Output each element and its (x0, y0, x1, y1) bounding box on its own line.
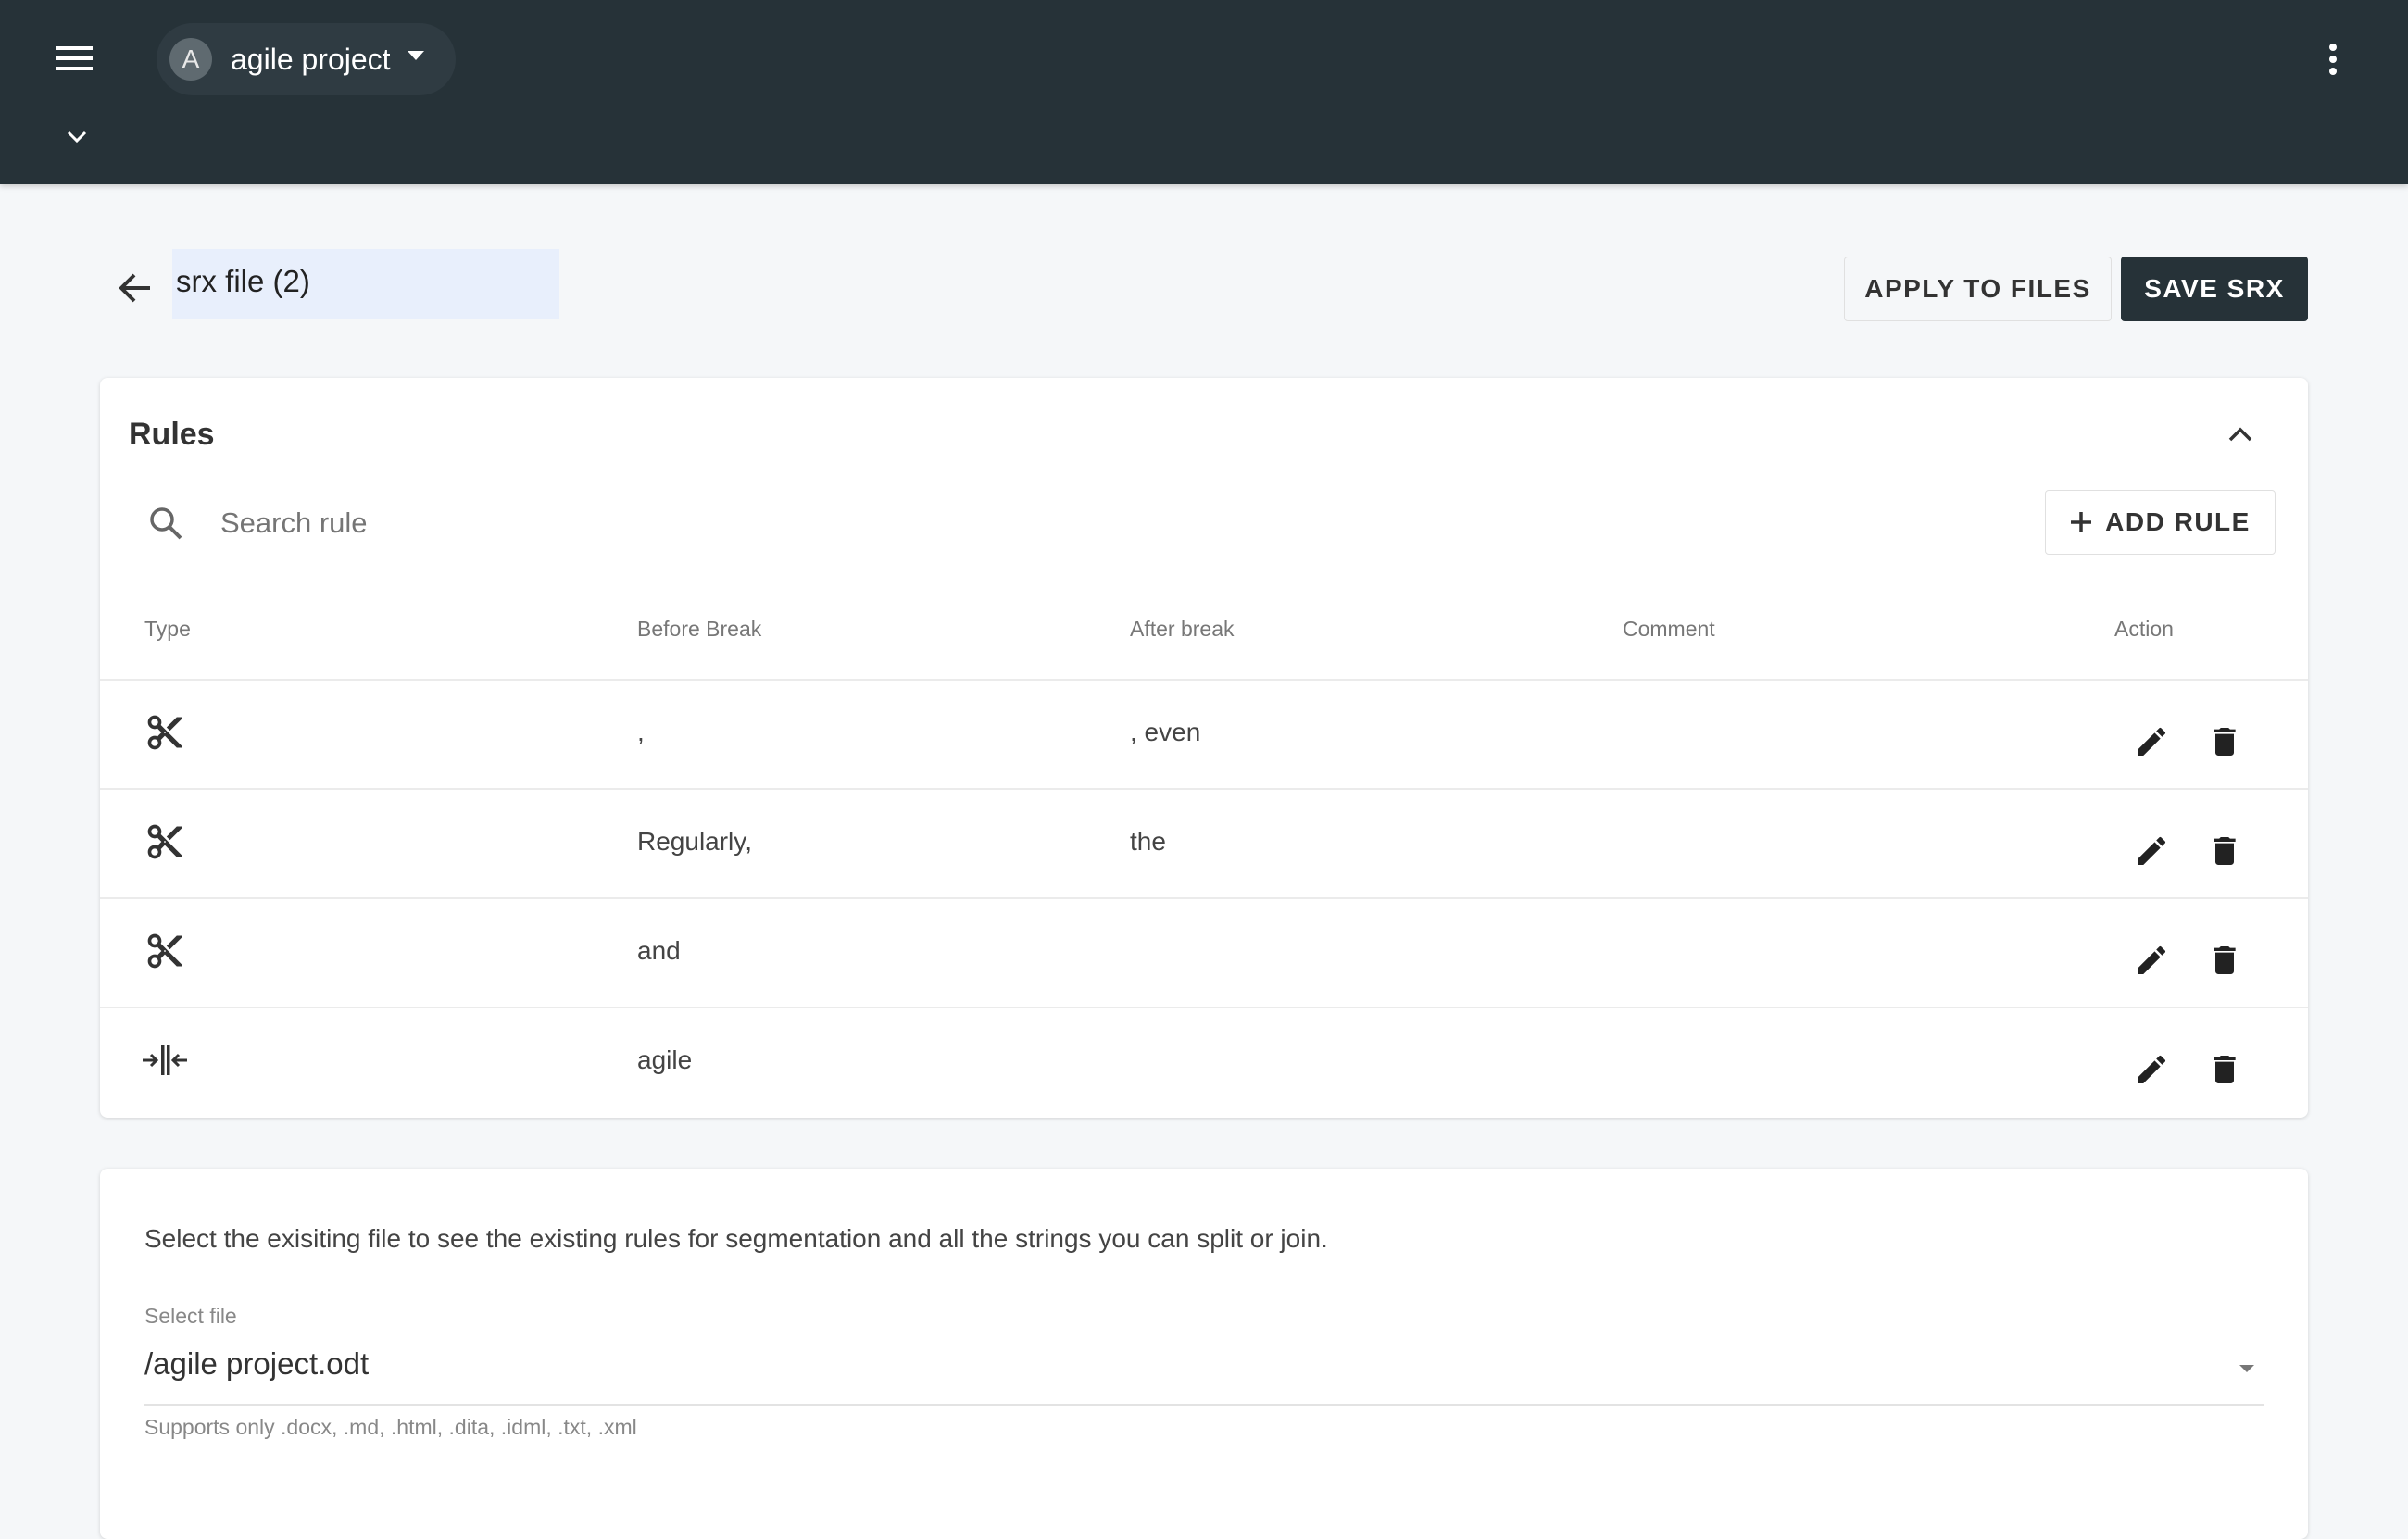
column-header-type: Type (144, 617, 191, 641)
rules-card: Rules ADD RULE Type Before Break After b… (100, 378, 2308, 1118)
edit-icon[interactable] (2133, 832, 2170, 874)
project-name: agile project (231, 42, 391, 76)
column-header-action: Action (2114, 617, 2174, 641)
column-header-after: After break (1130, 617, 1235, 641)
file-select-card: Select the exisiting file to see the exi… (100, 1169, 2308, 1539)
top-app-bar: A agile project (0, 0, 2408, 184)
file-description: Select the exisiting file to see the exi… (144, 1224, 1328, 1253)
delete-icon[interactable] (2206, 832, 2243, 874)
rule-row: Regularly, the (100, 788, 2308, 897)
menu-icon[interactable] (56, 44, 93, 72)
add-rule-button[interactable]: ADD RULE (2045, 490, 2276, 555)
select-file-value: /agile project.odt (144, 1346, 370, 1381)
join-icon (141, 1040, 189, 1085)
scissors-icon (144, 931, 185, 976)
back-arrow-icon[interactable] (119, 272, 152, 304)
select-file-label: Select file (144, 1304, 237, 1328)
rules-title: Rules (129, 417, 215, 452)
rule-row: and (100, 897, 2308, 1007)
rule-row: agile (100, 1007, 2308, 1116)
delete-icon[interactable] (2206, 1051, 2243, 1093)
delete-icon[interactable] (2206, 723, 2243, 765)
chevron-down-icon[interactable] (67, 130, 87, 144)
file-helper-text: Supports only .docx, .md, .html, .dita, … (144, 1415, 637, 1439)
add-rule-label: ADD RULE (2105, 507, 2251, 536)
column-header-before: Before Break (637, 617, 762, 641)
save-srx-button[interactable]: SAVE SRX (2121, 256, 2308, 321)
delete-icon[interactable] (2206, 942, 2243, 983)
before-break-cell: and (637, 936, 681, 965)
before-break-cell: agile (637, 1045, 693, 1074)
srx-title-field[interactable]: srx file (2) (172, 249, 559, 319)
dropdown-arrow-icon (2239, 1365, 2254, 1372)
before-break-cell: Regularly, (637, 827, 752, 856)
scissors-icon (144, 712, 185, 757)
rule-row: , , even (100, 679, 2308, 788)
after-break-cell: the (1130, 827, 1166, 856)
scissors-icon (144, 821, 185, 867)
after-break-cell: , even (1130, 718, 1201, 746)
before-break-cell: , (637, 718, 645, 746)
project-selector[interactable]: A agile project (157, 23, 456, 95)
column-header-comment: Comment (1623, 617, 1715, 641)
edit-icon[interactable] (2133, 942, 2170, 983)
edit-icon[interactable] (2133, 1051, 2170, 1093)
select-file-dropdown[interactable]: /agile project.odt (144, 1346, 2264, 1406)
caret-down-icon (407, 51, 424, 60)
search-rule-input[interactable] (220, 502, 1610, 544)
collapse-chevron-icon[interactable] (2228, 426, 2252, 443)
apply-to-files-button[interactable]: APPLY TO FILES (1844, 256, 2112, 321)
plus-icon (2071, 512, 2092, 532)
edit-icon[interactable] (2133, 723, 2170, 765)
more-vert-icon[interactable] (2326, 42, 2340, 79)
search-icon (150, 507, 182, 540)
project-avatar: A (169, 38, 212, 81)
